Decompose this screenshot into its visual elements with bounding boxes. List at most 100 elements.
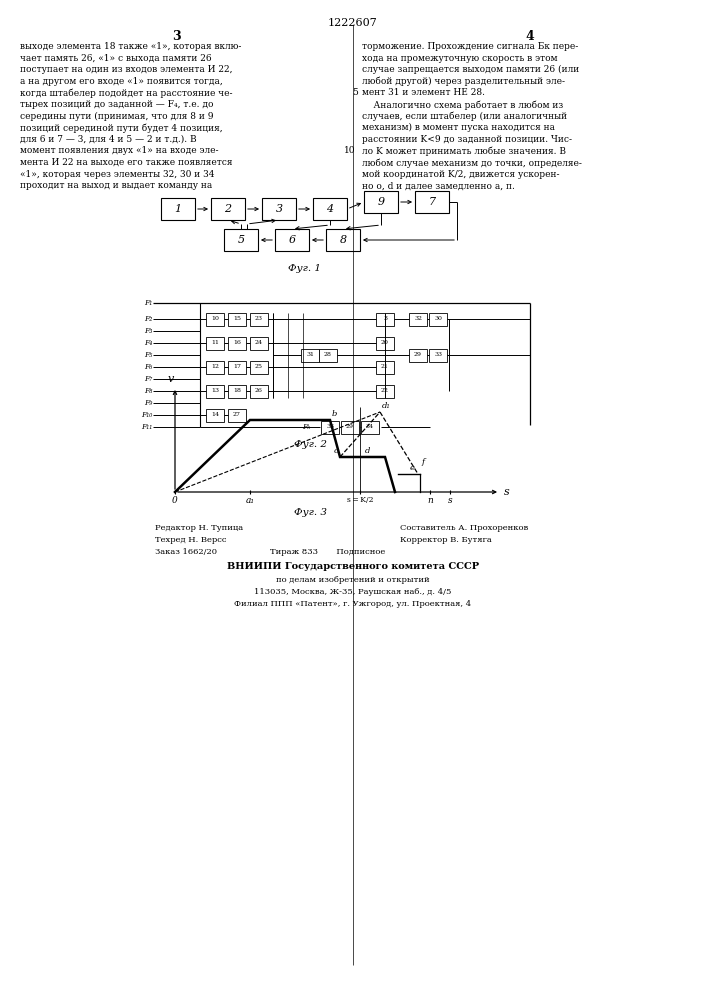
Text: 27: 27 [233, 412, 241, 418]
Bar [275, 229, 309, 251]
Text: 23: 23 [255, 316, 263, 322]
Bar [161, 198, 195, 220]
Text: 16: 16 [233, 340, 241, 346]
Text: b: b [332, 410, 337, 418]
Bar [429, 349, 447, 361]
Text: по делам изобретений и открытий: по делам изобретений и открытий [276, 576, 430, 584]
Text: 18: 18 [233, 388, 241, 393]
Text: 22: 22 [381, 388, 389, 393]
Text: 113035, Москва, Ж-35, Раушская наб., д. 4/5: 113035, Москва, Ж-35, Раушская наб., д. … [255, 588, 452, 596]
Bar [364, 191, 398, 213]
Bar [250, 384, 268, 397]
Text: 0: 0 [172, 496, 178, 505]
Text: но o, d и далее замедленно а, п.: но o, d и далее замедленно а, п. [362, 181, 515, 190]
Text: мой координатой K/2, движется ускорен-: мой координатой K/2, движется ускорен- [362, 170, 559, 179]
Text: 9: 9 [378, 197, 385, 207]
Text: 17: 17 [233, 364, 241, 369]
Text: чает память 26, «1» с выхода памяти 26: чает память 26, «1» с выхода памяти 26 [20, 54, 211, 63]
Bar [319, 349, 337, 361]
Bar [341, 420, 359, 434]
Bar [361, 420, 379, 434]
Text: Техред Н. Версс: Техред Н. Версс [155, 536, 226, 544]
Bar [206, 360, 224, 373]
Bar [376, 312, 394, 326]
Bar [301, 349, 319, 361]
Text: d₁: d₁ [382, 402, 391, 410]
Text: e: e [410, 464, 415, 472]
Text: ло K может принимать любые значения. В: ло K может принимать любые значения. В [362, 146, 566, 156]
Text: F₇: F₇ [144, 375, 152, 383]
Text: торможение. Прохождение сигнала Бк пере-: торможение. Прохождение сигнала Бк пере- [362, 42, 578, 51]
Text: F₃: F₃ [144, 327, 152, 335]
Text: v: v [168, 374, 174, 384]
Text: 15: 15 [233, 316, 241, 322]
Text: s: s [504, 487, 510, 497]
Text: Корректор В. Бутяга: Корректор В. Бутяга [400, 536, 492, 544]
Text: 33: 33 [326, 424, 334, 430]
Text: 14: 14 [211, 412, 219, 418]
Bar [376, 384, 394, 397]
Bar [326, 229, 360, 251]
Bar [224, 229, 258, 251]
Text: Филиал ППП «Патент», г. Ужгород, ул. Проектная, 4: Филиал ППП «Патент», г. Ужгород, ул. Про… [235, 600, 472, 608]
Bar [206, 312, 224, 326]
Text: 26: 26 [255, 388, 263, 393]
Bar [321, 420, 339, 434]
Text: момент появления двух «1» на входе эле-: момент появления двух «1» на входе эле- [20, 146, 218, 155]
Text: Редактор Н. Тупица: Редактор Н. Тупица [155, 524, 243, 532]
Text: 5: 5 [238, 235, 245, 245]
Text: 7: 7 [428, 197, 436, 207]
Text: 4: 4 [327, 204, 334, 214]
Text: a₁: a₁ [245, 496, 255, 505]
Bar [376, 360, 394, 373]
Text: 8: 8 [339, 235, 346, 245]
Bar [415, 191, 449, 213]
Text: s: s [448, 496, 452, 505]
Text: Фуг. 3: Фуг. 3 [293, 508, 327, 517]
Text: случае запрещается выходом памяти 26 (или: случае запрещается выходом памяти 26 (ил… [362, 65, 579, 74]
Bar [250, 312, 268, 326]
Bar [211, 198, 245, 220]
Text: F₆: F₆ [144, 363, 152, 371]
Bar [250, 336, 268, 350]
Text: 4: 4 [525, 30, 534, 43]
Text: Составитель А. Прохоренков: Составитель А. Прохоренков [400, 524, 528, 532]
Text: а на другом его входе «1» появится тогда,: а на другом его входе «1» появится тогда… [20, 77, 223, 86]
Text: 2: 2 [224, 204, 232, 214]
Bar [262, 198, 296, 220]
Text: c: c [333, 447, 338, 455]
Text: 34: 34 [366, 424, 374, 430]
Text: 1: 1 [175, 204, 182, 214]
Text: 10: 10 [211, 316, 219, 322]
Bar [206, 336, 224, 350]
Text: Заказ 1662/20: Заказ 1662/20 [155, 548, 217, 556]
Text: F₂: F₂ [144, 315, 152, 323]
Text: F₄: F₄ [144, 339, 152, 347]
Text: F₅: F₅ [144, 351, 152, 359]
Text: 12: 12 [211, 364, 219, 369]
Bar [228, 312, 246, 326]
Text: Fₖ: Fₖ [302, 423, 310, 431]
Bar [228, 384, 246, 397]
Text: для 6 и 7 — 3, для 4 и 5 — 2 и т.д.). В: для 6 и 7 — 3, для 4 и 5 — 2 и т.д.). В [20, 135, 197, 144]
Text: Тираж 833       Подписное: Тираж 833 Подписное [270, 548, 385, 556]
Text: 33: 33 [434, 353, 442, 358]
Text: тырех позиций до заданной — F₄, т.е. до: тырех позиций до заданной — F₄, т.е. до [20, 100, 214, 109]
Text: 32: 32 [414, 316, 422, 322]
Text: расстоянии K<9 до заданной позиции. Чис-: расстоянии K<9 до заданной позиции. Чис- [362, 135, 572, 144]
Bar [228, 336, 246, 350]
Text: ВНИИПИ Государственного комитета СССР: ВНИИПИ Государственного комитета СССР [227, 562, 479, 571]
Text: Фуг. 1: Фуг. 1 [288, 264, 322, 273]
Text: поступает на один из входов элемента И 22,: поступает на один из входов элемента И 2… [20, 65, 233, 74]
Text: мент 31 и элемент НЕ 28.: мент 31 и элемент НЕ 28. [362, 88, 485, 97]
Bar [206, 384, 224, 397]
Text: механизм) в момент пуска находится на: механизм) в момент пуска находится на [362, 123, 555, 132]
Bar [228, 408, 246, 422]
Text: 24: 24 [255, 340, 263, 346]
Text: F₁: F₁ [144, 299, 152, 307]
Text: f: f [422, 458, 425, 466]
Text: n: n [427, 496, 433, 505]
Bar [228, 360, 246, 373]
Bar [429, 312, 447, 326]
Text: F₉: F₉ [144, 399, 152, 407]
